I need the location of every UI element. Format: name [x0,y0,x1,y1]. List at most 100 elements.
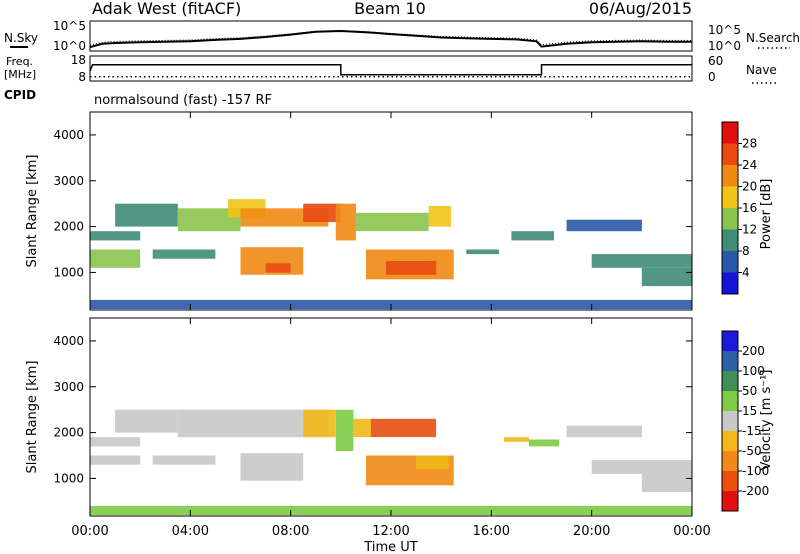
power-bar-swatch [722,272,738,294]
power-bar-tick-label: 4 [742,266,750,280]
date-title: 06/Aug/2015 [589,0,692,18]
velocity-echo-region [240,453,304,481]
velocity-y-tick-label: 3000 [53,380,84,394]
power-y-tick-label: 2000 [53,220,84,234]
velocity-bar-swatch [722,491,738,511]
freq-left-tick-top: 18 [71,53,86,67]
x-tick-label: 16:00 [473,524,510,539]
velocity-echo-region [115,409,178,433]
freq-label: Freq. [6,55,33,68]
power-bar-tick-label: 8 [742,244,750,258]
velocity-y-axis-label: Slant Range [km] [25,361,40,474]
x-axis-label: Time UT [363,540,417,554]
power-echo-region [641,267,692,287]
velocity-echo-region [566,425,642,438]
power-bar-swatch [722,229,738,251]
velocity-bar-swatch [722,411,738,431]
velocity-bar-tick-label: 200 [742,344,765,358]
n-search-label: N.Search [746,31,800,45]
velocity-bar-swatch [722,451,738,471]
velocity-echo-region [370,418,437,438]
freq-right-tick-bottom: 0 [708,70,716,84]
power-panel: 1000 2000 3000 4000 Slant Range [km] 4 8 12 16… [25,111,774,311]
power-echo-region [466,249,499,255]
velocity-echo-region [591,460,692,474]
velocity-bar-swatch [722,431,738,451]
freq-unit-label: [MHz] [4,68,36,81]
power-bar-tick-label: 16 [742,201,757,215]
power-echo-region [303,203,341,222]
n-sky-label: N.Sky [4,31,38,45]
power-echo-region [428,206,452,227]
velocity-echo-region [353,418,371,438]
power-echo-region [115,203,178,227]
x-tick-label: 00:00 [71,524,108,539]
velocity-echo-region [529,439,560,447]
power-echo-region [265,263,291,273]
velocity-bar-swatch [722,351,738,371]
noise-panel: N.Sky 10^5 10^0 10^5 10^0 N.Search [4,19,800,53]
velocity-bar-tick-label: -200 [742,484,769,498]
power-echo-region [152,249,216,259]
power-echo-region [386,261,437,275]
freq-right-tick-top: 60 [708,54,723,68]
x-tick-label: 20:00 [573,524,610,539]
velocity-bar-tick-label: 100 [742,364,765,378]
freq-panel: Freq. [MHz] 18 8 60 0 Nave [4,53,778,84]
velocity-y-tick-label: 1000 [53,471,84,485]
velocity-echo-region [303,409,336,438]
power-echo-region [335,203,356,241]
velocity-bar-tick-label: 50 [742,384,757,398]
x-tick-label: 12:00 [372,524,409,539]
power-echo-region [177,208,241,232]
velocity-bar-frame [721,330,739,512]
power-bar-tick-label: 24 [742,158,757,172]
noise-right-tick-top: 10^5 [708,23,741,37]
velocity-echo-region [90,455,141,465]
velocity-echo-region [641,473,692,493]
velocity-echo-region [416,455,449,470]
power-bar-tick-label: 20 [742,180,757,194]
power-bar-tick-label: 28 [742,137,757,151]
velocity-bar-swatch [722,471,738,491]
power-echo-region [511,231,554,241]
n-search-line [89,29,692,46]
velocity-bar-swatch [722,371,738,391]
velocity-bar-tick-label: -15 [742,424,762,438]
power-y-tick-label: 4000 [53,128,84,142]
noise-left-tick-top: 10^5 [53,19,86,33]
noise-right-tick-bottom: 10^0 [708,39,741,53]
velocity-y-tick-label: 2000 [53,426,84,440]
power-echo-region [355,212,429,232]
power-bar-swatch [722,208,738,230]
x-tick-label: 08:00 [272,524,309,539]
x-tick-label: 04:00 [172,524,209,539]
power-bar-swatch [722,143,738,165]
velocity-echo-region [90,437,141,447]
cpid-label: CPID [4,88,36,102]
velocity-bar-swatch [722,331,738,351]
freq-left-tick-bottom: 8 [78,70,86,84]
nave-label: Nave [746,63,777,77]
cpid-text: normalsound (fast) -157 RF [94,93,272,108]
power-echo-region [566,219,642,232]
power-y-axis-label: Slant Range [km] [25,155,40,268]
noise-left-tick-bottom: 10^0 [53,39,86,53]
freq-line [89,64,692,76]
power-bar-swatch [722,122,738,144]
power-bar-swatch [722,186,738,208]
velocity-bar-tick-label: 15 [742,404,757,418]
n-sky-line [89,29,692,49]
power-echo-region [90,249,141,268]
velocity-echo-region [503,437,529,442]
power-bar-swatch [722,251,738,273]
velocity-bar-swatch [722,391,738,411]
velocity-bar-label: Velocity [m s⁻¹] [759,370,774,471]
velocity-echo-region [335,409,354,451]
velocity-panel: 1000 2000 3000 4000 Slant Range [km] 200 100… [25,317,774,517]
velocity-echo-region [152,455,216,465]
station-title: Adak West (fitACF) [92,0,241,18]
noise-panel-frame [89,20,693,52]
power-y-tick-label: 1000 [53,265,84,279]
